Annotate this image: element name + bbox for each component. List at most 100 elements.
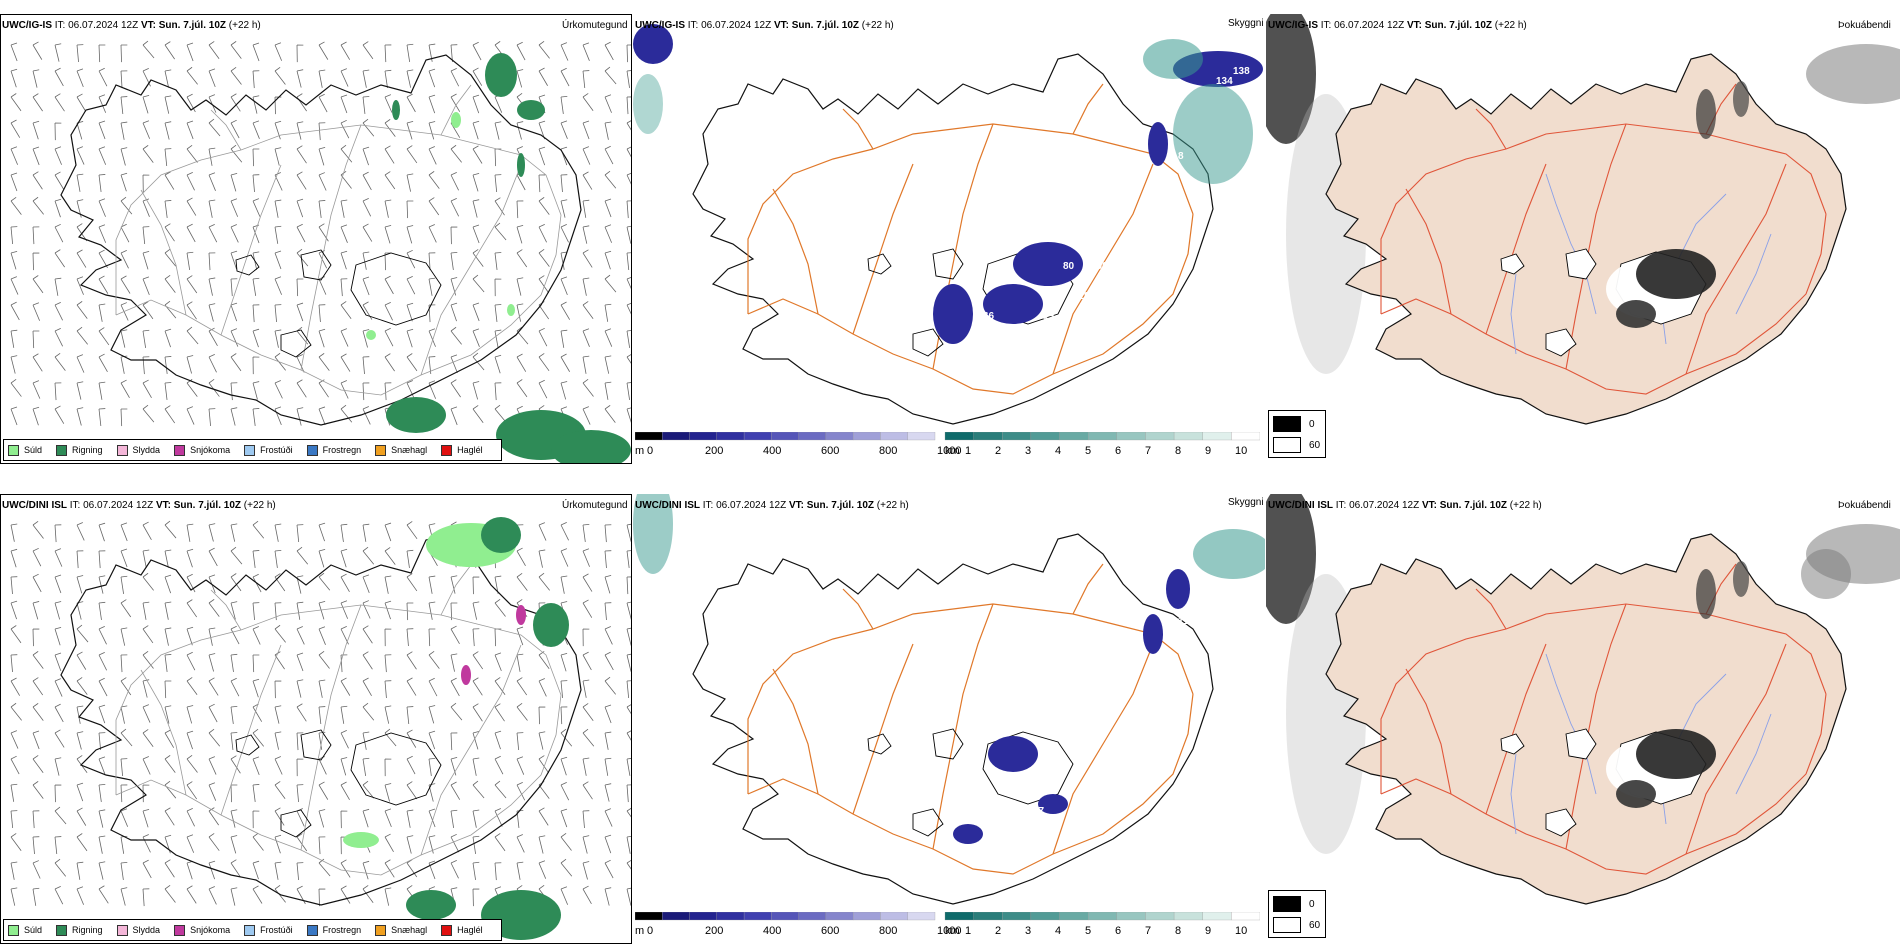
svg-text:5: 5 — [1085, 445, 1091, 457]
svg-text:5: 5 — [1085, 925, 1091, 937]
fog-legend-bottom: 0 60 — [1268, 890, 1326, 938]
shade-legend-row: 60 — [1273, 917, 1321, 933]
legend-item: Snjókoma — [174, 444, 230, 456]
svg-text:8: 8 — [1175, 925, 1181, 937]
cloud-height-label: 80 — [1063, 261, 1075, 272]
cloud-height-label: 58 — [1133, 566, 1145, 577]
panel-title-1: UWC/IG-IS IT: 06.07.2024 12Z VT: Sun. 7.… — [635, 20, 894, 31]
panel-title-4: UWC/DINI ISL IT: 06.07.2024 12Z VT: Sun.… — [635, 500, 909, 511]
svg-text:0: 0 — [647, 445, 653, 457]
svg-text:8: 8 — [1175, 445, 1181, 457]
panel-fog-bottom: 0 60 — [1266, 494, 1900, 944]
cloud-height-label: 65 — [988, 326, 1000, 337]
svg-text:1: 1 — [965, 445, 971, 457]
panel-precip-bottom: Súld Rigning Slydda Snjókoma Frostúði Frostre… — [0, 494, 632, 944]
cloud-height-label: 180 — [1043, 751, 1060, 762]
svg-text:3: 3 — [1025, 925, 1031, 937]
precip-map-top — [10, 40, 631, 463]
svg-text:2: 2 — [995, 925, 1001, 937]
field-name-5: Þokuábendi — [1838, 500, 1891, 511]
legend-item: Súld — [8, 444, 42, 456]
legend-item: Frostúði — [244, 924, 293, 936]
svg-text:7: 7 — [1145, 445, 1151, 457]
cloud-height-label: 114 — [1178, 616, 1195, 627]
svg-text:400: 400 — [763, 925, 781, 937]
cloud-height-label: 134 — [1216, 76, 1233, 87]
legend-item: Snjókoma — [174, 924, 230, 936]
svg-text:1000: 1000 — [937, 445, 961, 457]
cloud-height-label: 138 — [1233, 66, 1250, 77]
svg-text:3: 3 — [1025, 445, 1031, 457]
shade-legend-row: 0 — [1273, 896, 1321, 912]
svg-text:km: km — [945, 925, 960, 937]
cloud-height-label: 8 — [1178, 151, 1184, 162]
panel-fog-top: 0 60 — [1266, 14, 1900, 464]
panel-cloud-bottom: 97 94 58 114 180 26 13 87 m 0 200 400 600 800 1000 km 1… — [633, 494, 1265, 944]
svg-text:6: 6 — [1115, 445, 1121, 457]
panel-precip-top: Súld Rigning Slydda Snjókoma Frostúði Frostre… — [0, 14, 632, 464]
legend-item: Haglél — [441, 924, 483, 936]
fog-legend-top: 0 60 — [1268, 410, 1326, 458]
svg-text:1000: 1000 — [937, 925, 961, 937]
legend-item: Frostregn — [306, 444, 361, 456]
cloud-height-label: 13 — [963, 786, 975, 797]
cloud-height-label: 57 — [1043, 314, 1055, 325]
shade-legend-row: 60 — [1273, 437, 1321, 453]
legend-item: Slydda — [116, 444, 160, 456]
svg-text:600: 600 — [821, 925, 839, 937]
cloud-height-label: 97 — [1153, 541, 1165, 552]
legend-item: Frostregn — [306, 924, 361, 936]
svg-text:1: 1 — [965, 925, 971, 937]
precip-legend-top: Súld Rigning Slydda Snjókoma Frostúði Frostre… — [3, 439, 502, 461]
field-name-0: Úrkomutegund — [562, 20, 628, 31]
svg-text:800: 800 — [879, 925, 897, 937]
svg-text:7: 7 — [1145, 925, 1151, 937]
cloud-height-label: 66 — [983, 311, 995, 322]
legend-item: Súld — [8, 924, 42, 936]
field-name-1: Skyggni — [1228, 18, 1264, 29]
svg-text:10: 10 — [1235, 925, 1247, 937]
fog-map-top — [1266, 14, 1900, 464]
legend-item: Haglél — [441, 444, 483, 456]
legend-item: Rigning — [56, 924, 103, 936]
svg-text:9: 9 — [1205, 925, 1211, 937]
legend-item: Snæhagl — [375, 444, 427, 456]
panel-title-5: UWC/DINI ISL IT: 06.07.2024 12Z VT: Sun.… — [1268, 500, 1542, 511]
panel-title-0: UWC/IG-IS IT: 06.07.2024 12Z VT: Sun. 7.… — [2, 20, 261, 31]
svg-text:km: km — [945, 445, 960, 457]
svg-text:600: 600 — [821, 445, 839, 457]
svg-text:10: 10 — [1235, 445, 1247, 457]
svg-text:800: 800 — [879, 445, 897, 457]
svg-text:0: 0 — [647, 925, 653, 937]
cloud-map-bottom: 97 94 58 114 180 26 13 87 — [633, 494, 1265, 905]
svg-text:9: 9 — [1205, 445, 1211, 457]
svg-text:m: m — [635, 445, 644, 457]
svg-text:m: m — [635, 925, 644, 937]
fog-map-bottom — [1266, 494, 1900, 944]
cloud-height-label: 87 — [1033, 806, 1045, 817]
cloud-height-label: 199 — [1103, 276, 1120, 287]
svg-text:200: 200 — [705, 925, 723, 937]
svg-text:6: 6 — [1115, 925, 1121, 937]
cloud-height-label: 100 — [1091, 261, 1108, 272]
svg-text:4: 4 — [1055, 445, 1061, 457]
svg-text:400: 400 — [763, 445, 781, 457]
svg-text:2: 2 — [995, 445, 1001, 457]
panel-title-3: UWC/DINI ISL IT: 06.07.2024 12Z VT: Sun.… — [2, 500, 276, 511]
field-name-2: Þokuábendi — [1838, 20, 1891, 31]
cloud-height-label: 94 — [1173, 556, 1185, 567]
legend-item: Rigning — [56, 444, 103, 456]
cloud-height-label: 61 — [963, 346, 975, 357]
precip-legend-bottom: Súld Rigning Slydda Snjókoma Frostúði Frostre… — [3, 919, 502, 941]
panel-cloud-top: 134 138 8 9 80 100 129 199 66 65 57 61 m 0 200 400 600 8… — [633, 14, 1265, 464]
field-name-3: Úrkomutegund — [562, 500, 628, 511]
cloud-height-label: 26 — [1073, 766, 1085, 777]
legend-item: Frostúði — [244, 444, 293, 456]
legend-item: Slydda — [116, 924, 160, 936]
svg-text:200: 200 — [705, 445, 723, 457]
shade-legend-row: 0 — [1273, 416, 1321, 432]
cloud-height-label: 129 — [1073, 291, 1090, 302]
